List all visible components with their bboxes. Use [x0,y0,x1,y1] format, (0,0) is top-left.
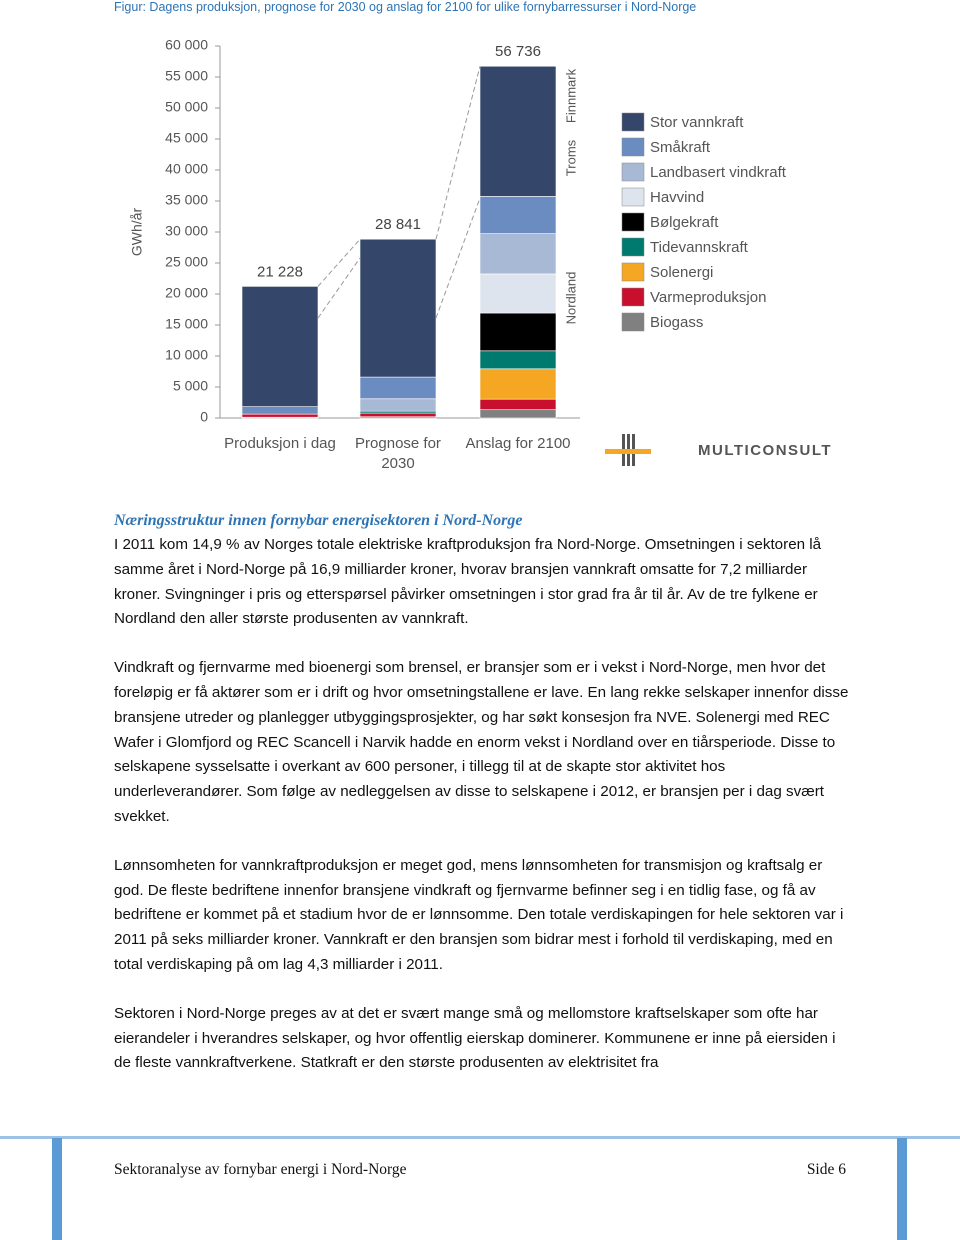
bar-segment [359,238,437,378]
legend-label: Varmeproduksjon [650,289,766,306]
legend-label: Bølgekraft [650,214,719,231]
bar-segment [359,398,437,412]
bar-segment [479,398,557,411]
y-tick-label: 35 000 [165,192,208,208]
y-tick-label: 50 000 [165,99,208,115]
region-label: Finnmark [563,68,578,123]
bar-segment [479,368,557,400]
y-tick-label: 55 000 [165,68,208,84]
paragraph: Lønnsomheten for vannkraftproduksjon er … [114,856,844,973]
legend-label: Tidevannskraft [650,239,749,256]
legend-swatch [621,162,645,182]
y-tick-label: 20 000 [165,285,208,301]
bar-segment [479,65,557,197]
total-label: 21 228 [257,263,303,280]
y-axis-label: GWh/år [129,208,145,257]
legend-swatch [621,187,645,207]
legend-label: Solenergi [650,264,713,281]
bar-segment [479,312,557,352]
y-tick-label: 25 000 [165,254,208,270]
body-text: Næringsstruktur innen fornybar energisek… [114,509,854,1100]
footer-rule [0,1136,960,1139]
footer-bar [52,1138,62,1240]
bar-segment [479,196,557,234]
logo-icon [605,434,651,466]
legend-swatch [621,237,645,257]
bar-segment [359,412,437,418]
legend-label: Småkraft [650,139,711,156]
chart: GWh/år MULTICONSULT 0 5 000 10 000 15 000 20… [129,37,832,466]
total-label: 56 736 [495,43,541,60]
footer-title: Sektoranalyse av fornybar energi i Nord-… [114,1161,407,1178]
y-tick-label: 45 000 [165,130,208,146]
heading: Næringsstruktur innen fornybar energisek… [114,512,523,529]
paragraph: I 2011 kom 14,9 % av Norges totale elekt… [114,536,822,628]
page-number: Side 6 [806,1161,846,1178]
legend-swatch [621,212,645,232]
y-tick-label: 0 [200,409,208,425]
bar-segment [479,409,557,419]
x-tick-label: Prognose for 2030 [355,435,441,472]
footer-bar [897,1138,907,1240]
legend-swatch [621,262,645,282]
legend-label: Biogass [650,314,703,331]
logo-text: MULTICONSULT [698,442,832,459]
legend-label: Landbasert vindkraft [650,164,787,181]
connector [317,238,361,287]
y-tick-label: 15 000 [165,316,208,332]
bar-segment [479,233,557,275]
bar-segment [241,406,319,415]
bar-segment [479,273,557,314]
y-tick-label: 10 000 [165,347,208,363]
figure-caption: Figur: Dagens produksjon, prognose for 2… [114,0,697,14]
bar-segment [359,376,437,400]
y-tick-label: 30 000 [165,223,208,239]
connector [435,66,481,240]
bar-segment [241,413,319,418]
paragraph: Vindkraft og fjernvarme med bioenergi so… [114,659,849,825]
y-tick-label: 5 000 [173,378,208,394]
total-label: 28 841 [375,216,421,233]
bar-segment [479,350,557,370]
region-label: Troms [563,139,578,176]
legend-swatch [621,287,645,307]
y-tick-label: 60 000 [165,37,208,53]
connector [435,197,481,319]
legend-swatch [621,137,645,157]
legend-label: Stor vannkraft [650,114,744,131]
legend-swatch [621,112,645,132]
paragraph: Sektoren i Nord-Norge preges av at det e… [114,1004,836,1072]
legend-swatch [621,312,645,332]
x-tick-label: Produksjon i dag [224,435,336,452]
bar-segment [241,286,319,407]
x-tick-label: Anslag for 2100 [465,435,571,452]
connector [317,257,361,319]
legend-label: Havvind [650,189,704,206]
region-label: Nordland [563,272,578,325]
y-tick-label: 40 000 [165,161,208,177]
